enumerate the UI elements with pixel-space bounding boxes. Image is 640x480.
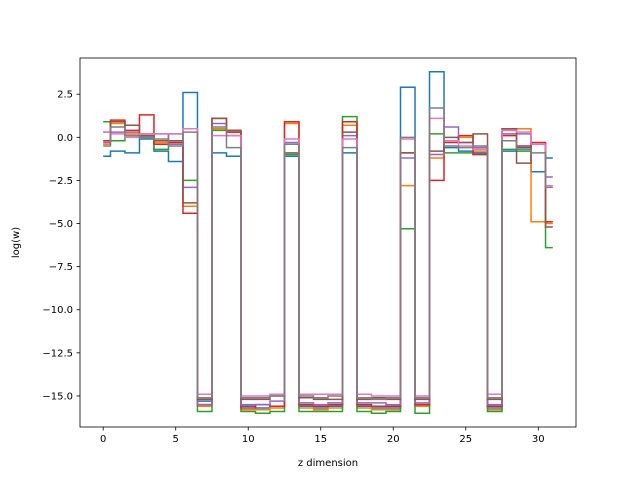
y-tick-label: −7.5 xyxy=(49,262,73,273)
y-tick-label: −12.5 xyxy=(42,348,73,359)
x-axis-label: z dimension xyxy=(298,458,358,469)
y-tick-label: 2.5 xyxy=(57,90,73,101)
y-tick-label: −15.0 xyxy=(42,391,73,402)
x-tick-label: 10 xyxy=(242,434,255,445)
x-tick-label: 15 xyxy=(314,434,327,445)
x-tick-label: 5 xyxy=(173,434,179,445)
y-tick-label: 0.0 xyxy=(57,133,73,144)
x-tick-label: 25 xyxy=(459,434,472,445)
x-tick-label: 30 xyxy=(532,434,545,445)
y-tick-label: −2.5 xyxy=(49,176,73,187)
x-tick-label: 20 xyxy=(387,434,400,445)
x-tick-label: 0 xyxy=(100,434,106,445)
y-axis-ticks: −15.0 −12.5 −10.0 −7.5 −5.0 −2.5 0.0 2.5 xyxy=(42,90,80,402)
y-tick-label: −10.0 xyxy=(42,305,73,316)
series-line-4 xyxy=(103,114,553,409)
series-line-8 xyxy=(103,107,553,401)
y-tick-label: −5.0 xyxy=(49,219,73,230)
series-layer xyxy=(103,71,553,414)
x-axis-ticks: 0 5 10 15 20 25 30 xyxy=(100,427,545,445)
y-axis-label: log(w) xyxy=(11,227,22,258)
plot-area-frame xyxy=(79,57,577,428)
